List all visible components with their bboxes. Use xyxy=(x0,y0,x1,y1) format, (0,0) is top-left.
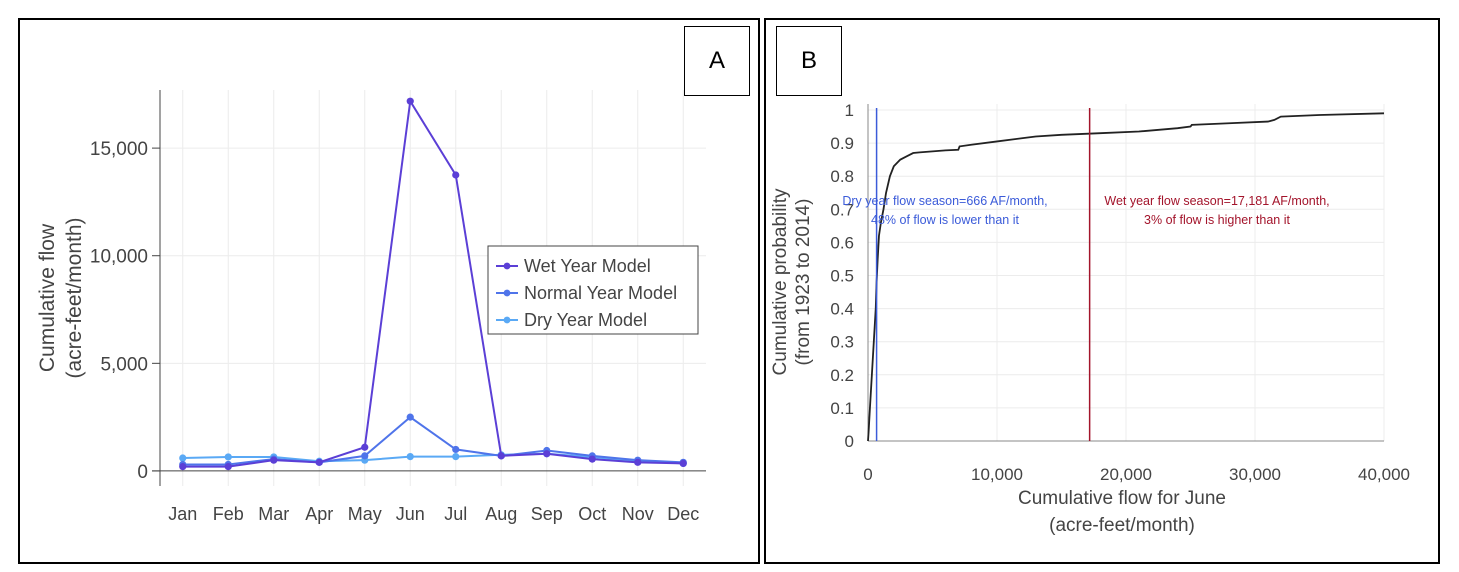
chart-b-reference-lines: Dry year flow season=666 AF/month, 48% of… xyxy=(842,108,1330,441)
chart-a-xtick-label: Sep xyxy=(531,504,563,524)
chart-a-point xyxy=(452,453,460,461)
chart-b: 0 10,000 20,000 30,000 40,000 0 0.1 0.2 0.3 0.4 0.… xyxy=(770,101,1410,536)
chart-b-xtick-label: 20,000 xyxy=(1100,465,1152,484)
chart-a-ylabel: Cumulative flow xyxy=(36,223,59,372)
chart-a: Jan Feb Mar Apr May Jun Jul Aug Sep Oct Nov Dec 0 5,0… xyxy=(36,90,706,524)
chart-a-point xyxy=(361,452,369,460)
chart-a-point xyxy=(224,463,232,471)
chart-a-point xyxy=(452,171,460,179)
chart-b-ytick-label: 0.4 xyxy=(830,300,854,319)
chart-a-legend-label: Dry Year Model xyxy=(524,310,647,330)
chart-a-xtick-label: Mar xyxy=(258,504,289,524)
chart-a-legend-marker xyxy=(503,289,511,297)
chart-a-xtick-label: Oct xyxy=(578,504,606,524)
chart-a-legend-marker xyxy=(503,316,511,324)
panel-b-label: B xyxy=(776,26,842,96)
chart-b-annotation: Dry year flow season=666 AF/month, xyxy=(842,194,1047,208)
chart-b-ytick-label: 0.2 xyxy=(830,366,854,385)
chart-a-series xyxy=(179,97,687,471)
chart-a-point xyxy=(270,456,278,464)
chart-b-ytick-label: 0 xyxy=(845,432,854,451)
chart-a-legend-marker xyxy=(503,262,511,270)
chart-b-annotation: 48% of flow is lower than it xyxy=(871,213,1020,227)
chart-a-legend-box xyxy=(487,245,699,335)
chart-a-point xyxy=(361,443,369,451)
chart-b-ytick-label: 0.8 xyxy=(830,167,854,186)
chart-b-ytick-label: 0.1 xyxy=(830,399,854,418)
chart-a-xtick-label: Jun xyxy=(396,504,425,524)
chart-b-ylabel: Cumulative probability xyxy=(770,188,791,375)
chart-b-ytick-label: 0.3 xyxy=(830,333,854,352)
chart-b-grid xyxy=(867,104,1385,442)
chart-a-point xyxy=(406,97,414,105)
chart-b-xtick-label: 0 xyxy=(863,465,872,484)
chart-a-point xyxy=(679,459,687,468)
chart-b-ytick-label: 0.7 xyxy=(830,200,854,219)
panel-b: 0 10,000 20,000 30,000 40,000 0 0.1 0.2 0.3 0.4 0.… xyxy=(764,18,1440,564)
chart-a-xtick-label: Jan xyxy=(168,504,197,524)
chart-a-point xyxy=(588,455,596,463)
chart-a-point xyxy=(179,463,187,471)
chart-b-ylabel-sub: (from 1923 to 2014) xyxy=(793,199,814,366)
chart-b-xtick-label: 10,000 xyxy=(971,465,1023,484)
chart-a-series-line xyxy=(182,452,684,465)
chart-a-point xyxy=(224,453,232,461)
chart-a-axes: Jan Feb Mar Apr May Jun Jul Aug Sep Oct Nov Dec 0 5,0… xyxy=(90,90,706,524)
chart-b-annotation: Wet year flow season=17,181 AF/month, xyxy=(1104,194,1329,208)
chart-b-axes: 0 10,000 20,000 30,000 40,000 0 0.1 0.2 0.3 0.4 0.… xyxy=(830,101,1410,484)
chart-a-xtick-label: May xyxy=(348,504,382,524)
chart-b-ytick-label: 1 xyxy=(845,101,854,120)
chart-b-annotation: 3% of flow is higher than it xyxy=(1144,213,1290,227)
chart-a-xtick-label: Dec xyxy=(667,504,699,524)
chart-a-xtick-label: Aug xyxy=(485,504,517,524)
chart-a-point xyxy=(634,458,642,466)
chart-a-ytick-label: 10,000 xyxy=(90,247,148,268)
chart-a-point xyxy=(497,452,505,460)
chart-b-xtick-label: 30,000 xyxy=(1229,465,1281,484)
chart-a-series-line xyxy=(182,98,684,468)
chart-a-series-line xyxy=(182,415,684,466)
chart-a-point xyxy=(452,445,460,454)
chart-b-xlabel-units: (acre-feet/month) xyxy=(1049,515,1195,536)
chart-b-ytick-label: 0.6 xyxy=(830,233,854,252)
chart-b-ytick-label: 0.5 xyxy=(830,267,854,286)
panel-a-label: A xyxy=(684,26,750,96)
chart-a-xtick-label: Jul xyxy=(444,504,467,524)
chart-a-point xyxy=(406,453,414,461)
chart-a-xtick-label: Apr xyxy=(305,504,333,524)
chart-a-point xyxy=(315,458,323,466)
chart-a-legend: Wet Year Model Normal Year Model Dry Year … xyxy=(487,245,699,335)
chart-a-xtick-label: Nov xyxy=(622,504,654,524)
chart-a-ytick-label: 0 xyxy=(137,462,148,483)
chart-b-xlabel: Cumulative flow for June xyxy=(1018,488,1226,509)
chart-a-ylabel-units: (acre-feet/month) xyxy=(63,217,86,378)
chart-a-point xyxy=(543,450,551,458)
panel-a: Jan Feb Mar Apr May Jun Jul Aug Sep Oct Nov Dec 0 5,0… xyxy=(18,18,760,564)
chart-a-legend-label: Wet Year Model xyxy=(524,256,651,276)
chart-a-ytick-label: 15,000 xyxy=(90,139,148,160)
chart-a-point xyxy=(406,413,414,421)
chart-a-ytick-label: 5,000 xyxy=(100,354,148,375)
chart-a-xtick-label: Feb xyxy=(213,504,244,524)
chart-b-xtick-label: 40,000 xyxy=(1358,465,1410,484)
chart-b-ytick-label: 0.9 xyxy=(830,134,854,153)
chart-a-legend-label: Normal Year Model xyxy=(524,283,677,303)
chart-a-point xyxy=(179,454,187,462)
